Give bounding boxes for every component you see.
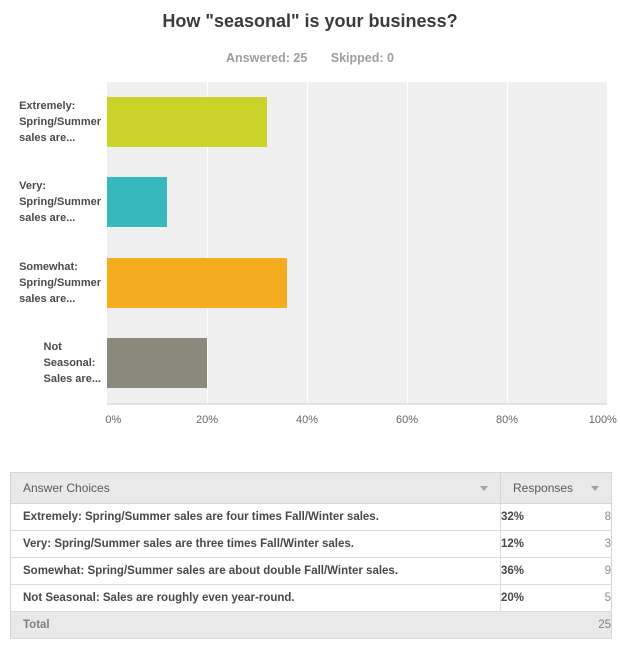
answer-choice-text: Not Seasonal: Sales are roughly even yea… bbox=[10, 584, 501, 612]
response-percent: 20% bbox=[500, 584, 561, 612]
column-header-answer-choices[interactable]: Answer Choices bbox=[10, 472, 501, 504]
answer-choice-text: Extremely: Spring/Summer sales are four … bbox=[10, 503, 501, 531]
category-label-somewhat: Somewhat: Spring/Summer sales are... bbox=[19, 260, 101, 305]
results-table: Answer Choices Responses Extremely: Spri… bbox=[10, 472, 613, 639]
response-count: 5 bbox=[560, 584, 613, 612]
bar-very[interactable] bbox=[107, 177, 167, 228]
answer-choice-text: Very: Spring/Summer sales are three time… bbox=[10, 530, 501, 558]
bar-row bbox=[107, 243, 607, 323]
x-axis: 0% 20% 40% 60% 80% 100% bbox=[105, 414, 616, 430]
bar-extremely[interactable] bbox=[107, 97, 267, 147]
sort-arrow-icon[interactable] bbox=[591, 485, 600, 491]
bar-row bbox=[107, 162, 607, 242]
x-axis-tick-label: 40% bbox=[295, 414, 319, 426]
response-stats: Answered: 25 Skipped: 0 bbox=[0, 51, 620, 65]
column-header-responses[interactable]: Responses bbox=[499, 472, 613, 504]
table-header-row: Answer Choices Responses bbox=[10, 472, 613, 504]
category-label-extremely: Extremely: Spring/Summer sales are... bbox=[19, 100, 101, 145]
sort-arrow-icon[interactable] bbox=[480, 485, 488, 491]
table-total-row: Total 25 bbox=[10, 611, 613, 639]
answer-choice-text: Somewhat: Spring/Summer sales are about … bbox=[10, 557, 501, 585]
response-percent: 32% bbox=[500, 503, 561, 531]
x-axis-tick-label: 0% bbox=[105, 414, 122, 426]
x-axis-tick-label: 80% bbox=[495, 414, 519, 426]
total-label: Total bbox=[10, 611, 501, 639]
category-label-very: Very: Spring/Summer sales are... bbox=[19, 180, 101, 225]
gridline-20 bbox=[207, 82, 208, 403]
total-count: 25 bbox=[560, 611, 613, 639]
gridline-40 bbox=[307, 82, 308, 403]
bar-row bbox=[107, 323, 607, 403]
category-axis: Extremely: Spring/Summer sales are... Ve… bbox=[0, 82, 103, 403]
response-percent: 12% bbox=[500, 530, 561, 558]
x-axis-tick-label: 60% bbox=[395, 414, 419, 426]
table-row: Extremely: Spring/Summer sales are four … bbox=[10, 503, 613, 531]
answered-count: Answered: 25 bbox=[226, 51, 308, 65]
gridline-60 bbox=[407, 82, 408, 403]
chart-plot-area bbox=[107, 82, 607, 405]
response-count: 9 bbox=[560, 557, 613, 585]
bar-not-seasonal[interactable] bbox=[107, 337, 207, 388]
bar-somewhat[interactable] bbox=[107, 257, 287, 308]
x-axis-tick-label: 100% bbox=[588, 414, 617, 426]
table-row: Somewhat: Spring/Summer sales are about … bbox=[10, 557, 613, 585]
table-row: Very: Spring/Summer sales are three time… bbox=[10, 530, 613, 558]
response-count: 3 bbox=[560, 530, 613, 558]
bar-row bbox=[107, 82, 607, 162]
x-axis-tick-label: 20% bbox=[195, 414, 219, 426]
category-label-not-seasonal: Not Seasonal: Sales are... bbox=[43, 340, 102, 385]
response-count: 8 bbox=[560, 503, 613, 531]
skipped-count: Skipped: 0 bbox=[330, 51, 394, 65]
question-title: How "seasonal" is your business? bbox=[162, 11, 458, 31]
table-row: Not Seasonal: Sales are roughly even yea… bbox=[10, 584, 613, 612]
response-percent: 36% bbox=[500, 557, 561, 585]
gridline-80 bbox=[507, 82, 508, 403]
